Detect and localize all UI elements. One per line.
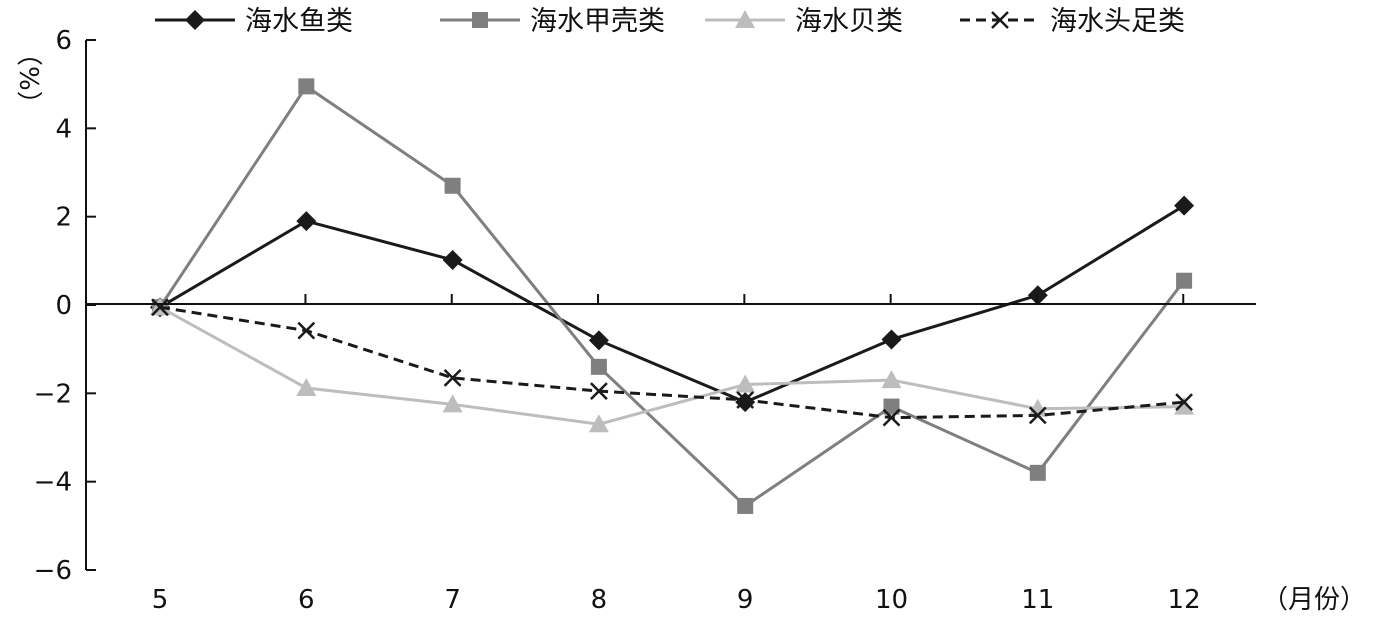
triangle-marker — [881, 370, 902, 389]
diamond-marker — [442, 249, 463, 270]
x-tick-label: 10 — [875, 585, 908, 615]
y-tick-label: −6 — [34, 556, 72, 586]
x-tick-label: 6 — [298, 585, 315, 615]
x-marker — [590, 382, 608, 401]
series-line — [159, 305, 1185, 420]
triangle-marker — [588, 414, 609, 433]
square-marker — [1029, 464, 1046, 481]
x-tick-label: 11 — [1021, 585, 1054, 615]
series-1 — [150, 195, 1195, 413]
x-tick-label: 7 — [444, 585, 461, 615]
y-tick-label: 4 — [55, 114, 72, 144]
diamond-marker — [881, 329, 902, 350]
diamond-marker — [588, 330, 609, 351]
legend-item: 海水头足类 — [960, 6, 1185, 37]
x-tick-label: 12 — [1168, 585, 1201, 615]
y-axis-label: （%） — [13, 40, 43, 117]
square-marker — [1176, 272, 1193, 289]
legend-label: 海水头足类 — [1050, 6, 1185, 37]
x-marker — [1028, 406, 1047, 425]
x-marker — [443, 368, 462, 387]
square-marker — [883, 398, 900, 415]
legend: 海水鱼类 海水甲壳类 海水贝类 海水头足类 — [155, 6, 1185, 37]
legend-label: 海水鱼类 — [245, 6, 353, 37]
triangle-marker — [735, 374, 756, 393]
diamond-marker — [296, 211, 317, 232]
y-tick-label: 2 — [55, 203, 72, 233]
x-tick-label: 8 — [591, 585, 608, 615]
triangle-marker — [442, 394, 463, 413]
x-tick-label: 9 — [737, 585, 754, 615]
series-layer — [150, 78, 1195, 514]
square-marker — [298, 78, 315, 95]
legend-label: 海水贝类 — [795, 6, 903, 37]
x-marker — [1175, 393, 1193, 412]
legend-item: 海水鱼类 — [155, 6, 353, 37]
plot-area: 6 4 2 0 −2 −4 −6 5 6 7 8 9 10 11 12 — [34, 26, 1256, 615]
legend-item: 海水甲壳类 — [440, 6, 665, 37]
square-marker — [590, 358, 607, 375]
triangle-marker — [1027, 398, 1048, 417]
x-marker — [151, 298, 169, 317]
series-line — [158, 84, 1186, 508]
x-marker — [991, 11, 1009, 29]
triangle-marker — [296, 378, 317, 397]
series-4 — [151, 298, 1193, 427]
x-tick-label: 5 — [152, 585, 169, 615]
y-tick-label: −2 — [34, 379, 72, 409]
triangle-marker — [735, 10, 755, 28]
y-tick-label: 6 — [55, 26, 72, 56]
y-ticks: 6 4 2 0 −2 −4 −6 — [34, 26, 96, 586]
square-marker — [472, 12, 488, 28]
diamond-marker — [1174, 195, 1195, 216]
y-tick-label: −4 — [34, 468, 72, 498]
x-marker — [882, 408, 901, 427]
diamond-marker — [735, 392, 756, 413]
legend-label: 海水甲壳类 — [530, 6, 665, 37]
diamond-marker — [185, 10, 205, 30]
legend-item: 海水贝类 — [705, 6, 903, 37]
y-tick-label: 0 — [55, 291, 72, 321]
x-marker — [297, 321, 316, 340]
triangle-marker — [1174, 396, 1195, 415]
square-marker — [444, 177, 461, 194]
series-3 — [150, 297, 1195, 433]
x-ticks: 5 6 7 8 9 10 11 12 — [152, 294, 1201, 615]
x-axis-label: （月份） — [1262, 585, 1366, 615]
series-line — [159, 204, 1185, 404]
square-marker — [737, 497, 754, 514]
series-line — [159, 305, 1185, 426]
x-marker — [736, 391, 755, 409]
